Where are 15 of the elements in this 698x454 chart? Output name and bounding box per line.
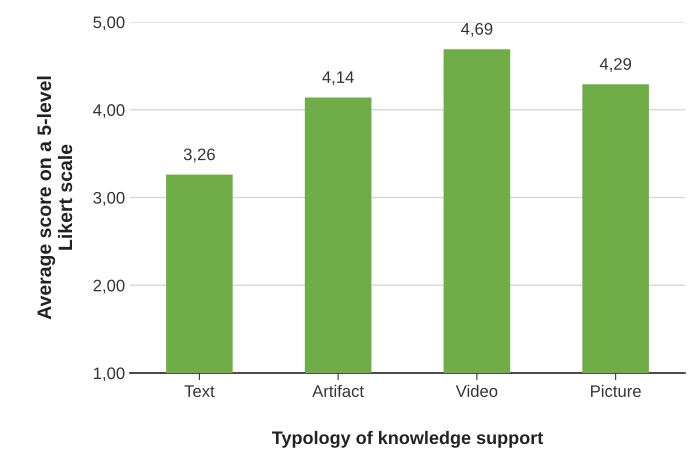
data-label: 4,14 — [322, 71, 354, 86]
data-label: 3,26 — [184, 148, 215, 162]
data-label: 4,29 — [600, 58, 632, 72]
y-tick-label: 3,00 — [93, 192, 124, 206]
y-tick-label: 2,00 — [94, 280, 124, 294]
y-tick-label: 1,00 — [94, 367, 124, 382]
x-tick-label: Video — [456, 384, 498, 398]
y-tick-label: 5,00 — [93, 16, 124, 30]
y-axis-title: Average score on a 5-level Likert scale — [36, 76, 72, 320]
x-tick-label: Text — [184, 385, 215, 398]
x-tick-label: Artifact — [312, 384, 364, 398]
data-label: 4,69 — [461, 22, 492, 37]
y-tick-label: 4,00 — [93, 104, 124, 118]
x-axis-title: Typology of knowledge support — [272, 430, 544, 448]
x-tick-label: Picture — [591, 384, 641, 398]
